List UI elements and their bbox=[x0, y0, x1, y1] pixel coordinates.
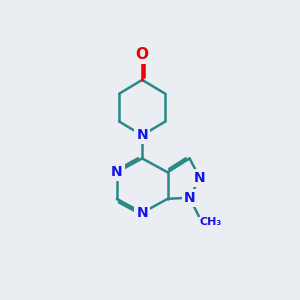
Text: O: O bbox=[136, 47, 149, 62]
Text: N: N bbox=[136, 206, 148, 220]
Text: N: N bbox=[111, 165, 123, 179]
Text: CH₃: CH₃ bbox=[200, 217, 222, 227]
Text: N: N bbox=[194, 171, 206, 185]
Text: N: N bbox=[136, 128, 148, 142]
Text: N: N bbox=[184, 191, 195, 205]
